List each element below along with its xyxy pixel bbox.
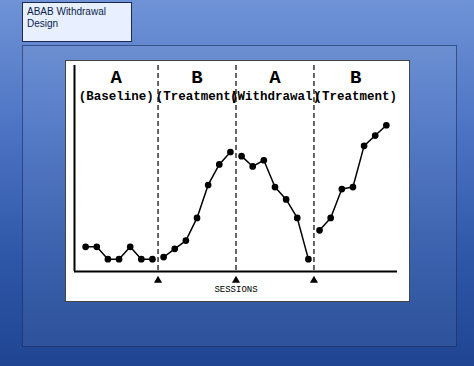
html-text:ABAB Withdrawal Design: ABAB Withdrawal Design — [27, 6, 106, 29]
svg-text:SESSIONS: SESSIONS — [214, 285, 257, 295]
svg-text:(Treatment): (Treatment) — [156, 90, 239, 104]
svg-text:(Baseline): (Baseline) — [79, 90, 154, 104]
svg-text:A: A — [111, 67, 123, 89]
svg-text:(Withdrawal): (Withdrawal) — [230, 90, 320, 104]
svg-text:B: B — [191, 67, 202, 89]
svg-text:A: A — [269, 67, 281, 89]
svg-text:(Treatment): (Treatment) — [314, 90, 397, 104]
svg-text:B: B — [350, 67, 361, 89]
